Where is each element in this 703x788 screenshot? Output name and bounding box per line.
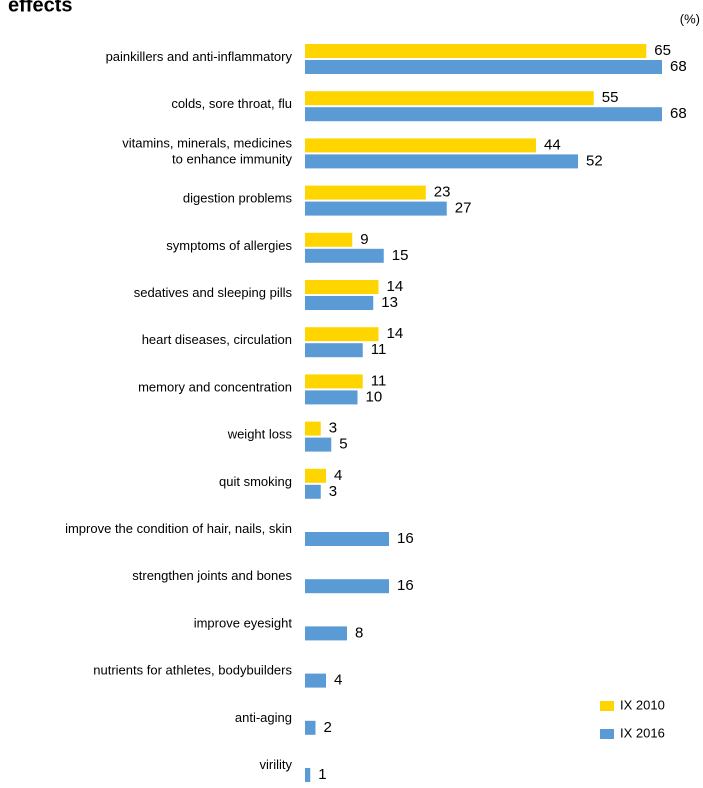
bar [305,232,353,247]
value-label: 14 [387,325,404,342]
category-label: painkillers and anti-inflammatory [106,49,293,64]
category-label: sedatives and sleeping pills [134,285,293,300]
category-label: heart diseases, circulation [142,333,292,348]
value-label: 27 [455,200,472,217]
category-label: improve the condition of hair, nails, sk… [65,521,292,536]
legend-label: IX 2010 [620,697,665,712]
bar [305,327,379,342]
bar [305,44,647,58]
category-label: symptoms of allergies [166,238,292,253]
bar [305,437,332,452]
legend-swatch [600,729,614,739]
category-label: improve eyesight [194,616,293,631]
value-label: 4 [334,467,342,484]
value-label: 5 [339,436,347,453]
category-label: colds, sore throat, flu [171,97,292,112]
bar [305,138,536,153]
value-label: 11 [371,372,387,389]
value-label: 44 [544,136,561,153]
value-label: 2 [324,719,332,736]
bar [305,107,662,122]
bar [305,626,347,641]
value-label: 15 [392,247,409,264]
value-label: 16 [397,577,414,594]
value-label: 52 [586,152,603,169]
legend-label: IX 2016 [620,725,665,740]
value-label: 3 [329,420,337,437]
value-label: 14 [387,278,404,295]
value-label: 8 [355,624,363,641]
value-label: 4 [334,672,342,689]
bar [305,201,447,216]
bar [305,484,321,499]
bar [305,532,389,546]
category-label: quit smoking [219,474,292,489]
category-label: nutrients for athletes, bodybuilders [93,663,292,678]
category-label: weight loss [227,427,293,442]
bar [305,579,389,594]
bar [305,720,316,735]
category-label: strengthen joints and bones [132,569,292,584]
bar [305,343,363,358]
value-label: 23 [434,184,451,201]
bar [305,768,311,782]
bar [305,468,326,483]
category-label: memory and concentration [138,380,292,395]
category-label: virility [260,757,293,772]
bar [305,374,363,389]
unit-label: (%) [680,11,700,26]
value-label: 55 [602,89,619,106]
value-label: 16 [397,530,414,547]
value-label: 13 [381,294,398,311]
category-label: digestion problems [183,191,293,206]
value-label: 9 [360,231,368,248]
category-label: anti-aging [235,710,292,725]
bar [305,280,379,294]
value-label: 68 [670,105,687,122]
bar [305,673,326,688]
bar [305,154,578,169]
legend-swatch [600,701,614,711]
bar [305,91,594,106]
chart-title: effects [8,0,72,16]
bar [305,60,662,74]
value-label: 11 [371,341,387,358]
bar [305,296,374,310]
bar [305,421,321,436]
bar [305,185,426,200]
category-label: vitamins, minerals, medicines to enhance … [122,136,292,167]
bar [305,248,384,263]
bar [305,390,358,405]
value-label: 68 [670,58,687,75]
value-label: 1 [318,766,326,783]
value-label: 3 [329,483,337,500]
value-label: 65 [654,42,671,59]
value-label: 10 [366,388,383,405]
